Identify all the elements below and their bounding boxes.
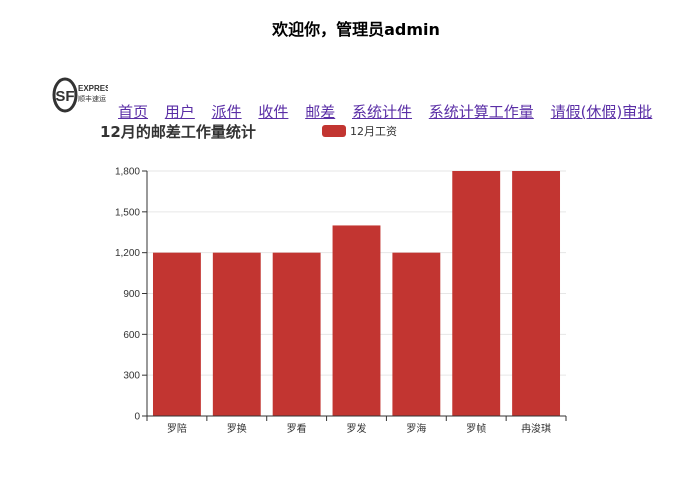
bar[interactable]	[392, 252, 441, 416]
bar[interactable]	[512, 171, 561, 416]
nav-leave-approval[interactable]: 请假(休假)审批	[550, 103, 653, 121]
x-tick-label: 罗看	[287, 422, 307, 435]
y-tick-label: 0	[134, 412, 140, 423]
x-tick-label: 罗海	[406, 422, 426, 435]
x-tick-label: 罗换	[227, 422, 247, 435]
x-tick-label: 冉浚琪	[521, 422, 551, 435]
y-tick-label: 600	[123, 330, 140, 341]
legend-label: 12月工资	[350, 125, 397, 138]
y-tick-label: 300	[123, 371, 140, 382]
logo-line1: EXPRESS	[78, 84, 108, 93]
nav-receive[interactable]: 收件	[258, 103, 289, 121]
bar[interactable]	[452, 171, 501, 416]
chart-title: 12月的邮差工作量统计	[100, 123, 256, 141]
y-tick-label: 1,500	[115, 207, 140, 218]
chart-legend[interactable]: 12月工资	[322, 123, 397, 139]
legend-swatch	[322, 125, 346, 137]
bar[interactable]	[332, 225, 381, 416]
nav-users[interactable]: 用户	[164, 103, 195, 121]
bar[interactable]	[272, 252, 321, 416]
x-tick-label: 罗帧	[466, 422, 486, 435]
nav-couriers[interactable]: 邮差	[305, 103, 336, 121]
nav-workload[interactable]: 系统计算工作量	[428, 103, 534, 121]
logo-line2: 顺丰速运	[78, 94, 106, 103]
y-tick-label: 1,200	[115, 248, 140, 259]
x-tick-label: 罗陪	[167, 422, 187, 435]
bar[interactable]	[152, 252, 201, 416]
main-nav: 首页 用户 派件 收件 邮差 系统计件 系统计算工作量 请假(休假)审批	[118, 101, 652, 122]
nav-dispatch[interactable]: 派件	[211, 103, 242, 121]
y-tick-label: 900	[123, 289, 140, 300]
welcome-banner: 欢迎你，管理员admin	[272, 20, 440, 39]
nav-home[interactable]: 首页	[118, 103, 149, 121]
sf-express-logo: SF EXPRESS 顺丰速运	[52, 77, 108, 113]
y-tick-label: 1,800	[115, 167, 140, 178]
logo-mark: SF	[55, 88, 74, 105]
nav-piece-count[interactable]: 系统计件	[351, 103, 412, 121]
bar[interactable]	[212, 252, 261, 416]
x-tick-label: 罗发	[347, 422, 367, 435]
